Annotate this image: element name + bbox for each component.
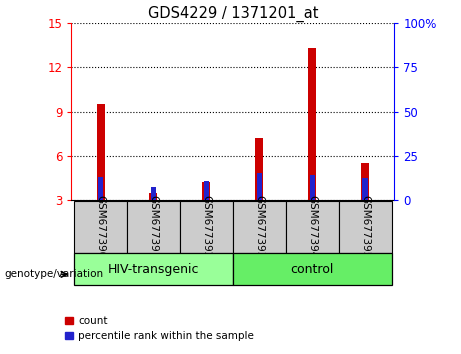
Bar bbox=[202, 182, 210, 200]
Text: GSM677395: GSM677395 bbox=[360, 195, 370, 259]
Bar bbox=[149, 193, 157, 200]
Bar bbox=[180, 201, 233, 253]
Bar bbox=[151, 188, 156, 200]
Bar bbox=[98, 177, 103, 200]
Bar bbox=[286, 201, 339, 253]
Text: HIV-transgenic: HIV-transgenic bbox=[108, 263, 199, 275]
Text: GSM677394: GSM677394 bbox=[307, 195, 317, 259]
Bar bbox=[233, 201, 286, 253]
Text: control: control bbox=[290, 263, 334, 275]
Text: GSM677391: GSM677391 bbox=[148, 195, 159, 259]
Text: GSM677390: GSM677390 bbox=[95, 195, 106, 258]
Bar bbox=[255, 138, 263, 200]
Title: GDS4229 / 1371201_at: GDS4229 / 1371201_at bbox=[148, 5, 318, 22]
Text: GSM677392: GSM677392 bbox=[201, 195, 211, 259]
Bar bbox=[204, 181, 209, 200]
Bar bbox=[74, 201, 127, 253]
Bar bbox=[361, 163, 369, 200]
Bar bbox=[233, 253, 391, 285]
Bar bbox=[308, 48, 316, 200]
Text: genotype/variation: genotype/variation bbox=[5, 269, 104, 279]
Bar bbox=[339, 201, 391, 253]
Bar bbox=[97, 104, 105, 200]
Bar bbox=[74, 253, 233, 285]
Bar bbox=[309, 175, 315, 200]
Bar bbox=[362, 178, 368, 200]
Bar bbox=[257, 173, 262, 200]
Text: GSM677393: GSM677393 bbox=[254, 195, 264, 259]
Legend: count, percentile rank within the sample: count, percentile rank within the sample bbox=[60, 312, 258, 345]
Bar bbox=[127, 201, 180, 253]
